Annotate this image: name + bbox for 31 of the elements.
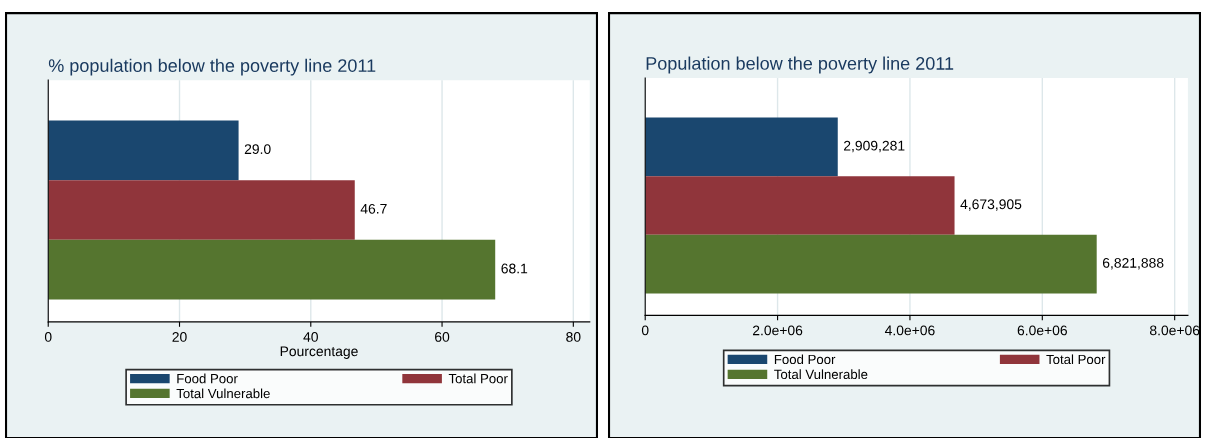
legend-label: Total Vulnerable [176,388,270,399]
bar [645,234,1097,294]
legend-label: Food Poor [177,373,238,384]
x-tick-label: 20 [172,332,187,342]
data-label: 2,909,281 [844,140,905,153]
data-label: 68.1 [501,263,528,274]
data-label: 46.7 [360,203,387,214]
bar [645,117,838,177]
x-tick-label: 80 [566,332,581,342]
x-tick-label: 4.0e+06 [884,325,935,336]
bar [48,120,239,181]
x-tick-label: 60 [435,332,450,342]
bar [48,239,496,300]
legend-label: Total Poor [1046,354,1106,365]
bar [645,176,955,235]
x-tick-label: 6.0e+06 [1017,325,1067,336]
chart-title: Population below the poverty line 2011 [646,56,954,74]
data-label: 4,673,905 [960,199,1022,211]
data-label: 6,821,888 [1102,257,1164,270]
data-label: 29.0 [244,144,271,155]
x-axis-title: Pourcentage [280,346,358,359]
legend-label: Food Poor [774,354,836,365]
bar [48,180,355,240]
legend-label: Total Vulnerable [774,369,868,380]
x-tick-label: 2.0e+06 [752,325,803,336]
x-tick-label: 0 [641,325,649,336]
x-tick-label: 0 [44,332,52,342]
x-tick-label: 8.0e+06 [1149,325,1200,336]
legend-label: Total Poor [448,373,508,384]
chart-title: % population below the poverty line 2011 [48,58,376,76]
x-tick-label: 40 [303,332,318,342]
